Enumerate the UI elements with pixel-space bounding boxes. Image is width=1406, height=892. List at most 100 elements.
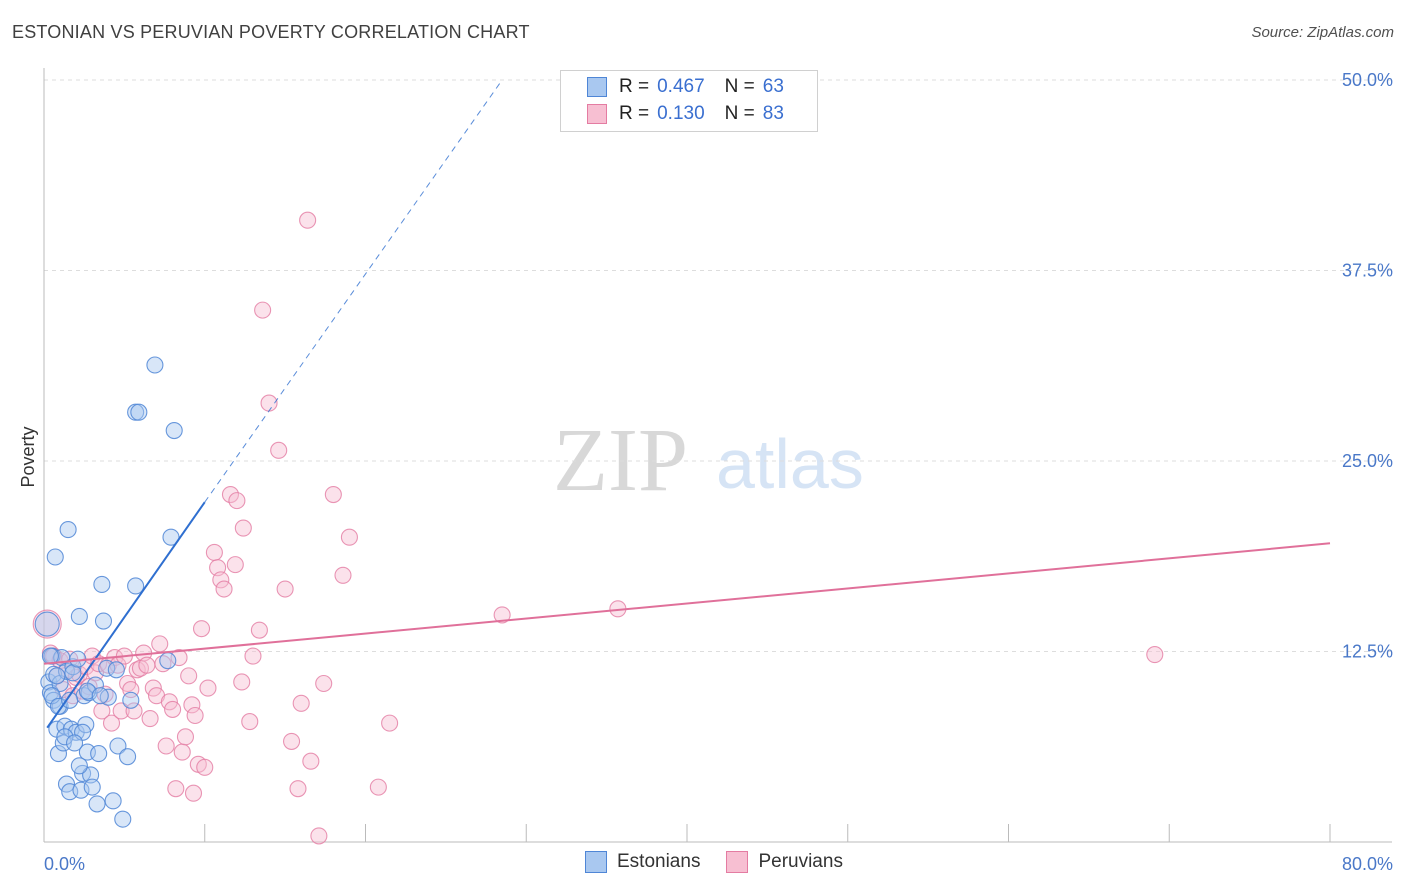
peruvian-point xyxy=(167,780,185,798)
estonian-point xyxy=(162,528,180,546)
peruvian-point xyxy=(324,485,342,504)
peruvian-point xyxy=(334,566,352,584)
estonians-swatch xyxy=(585,851,607,873)
peruvian-point xyxy=(196,758,214,776)
peruvian-point xyxy=(112,702,130,720)
estonian-point xyxy=(94,612,113,630)
watermark-atlas: atlas xyxy=(716,425,864,503)
peruvian-point xyxy=(493,606,511,624)
peruvian-point xyxy=(283,732,301,750)
estonian-point xyxy=(91,687,109,705)
peruvian-point xyxy=(170,649,188,667)
x-tick-label-max: 80.0% xyxy=(1342,854,1393,874)
estonian-point xyxy=(70,607,88,625)
peruvian-point xyxy=(86,664,104,682)
legend-row-estonians: R = 0.467 N = 63 xyxy=(587,74,804,100)
estonian-point xyxy=(90,745,108,763)
peruvian-point xyxy=(233,673,251,691)
estonian-point xyxy=(72,781,90,799)
x-tick-label-min: 0.0% xyxy=(44,854,85,874)
legend-n-value: 63 xyxy=(762,76,784,97)
estonian-point xyxy=(56,728,74,746)
peruvian-point xyxy=(289,780,307,798)
peruvian-point xyxy=(192,620,211,638)
peruvians-swatch xyxy=(726,851,749,873)
legend-r-label: R = xyxy=(619,103,650,124)
estonian-point xyxy=(109,737,127,755)
peruvian-point xyxy=(141,710,159,728)
peruvian-point xyxy=(215,580,233,598)
peruvian-point xyxy=(299,211,317,229)
estonian-point xyxy=(127,577,145,595)
estonians-label: Estonians xyxy=(617,851,701,872)
estonian-point xyxy=(88,795,106,813)
peruvian-trend-line xyxy=(43,542,1331,665)
legend-r-value: 0.467 xyxy=(657,76,705,97)
peruvian-point xyxy=(254,301,272,319)
y-tick-label: 50.0% xyxy=(1342,70,1393,90)
estonian-point xyxy=(93,575,111,593)
estonian-point xyxy=(130,403,148,421)
peruvian-point xyxy=(234,519,252,537)
peruvian-point xyxy=(151,635,169,653)
peruvian-point xyxy=(183,696,201,714)
legend-row-peruvians: R = 0.130 N = 83 xyxy=(587,101,804,127)
peruvian-point xyxy=(157,737,175,755)
estonian-point xyxy=(122,691,140,709)
estonian-point xyxy=(83,778,101,796)
peruvian-point xyxy=(310,827,328,845)
peruvian-point xyxy=(32,609,62,639)
gridlines xyxy=(44,79,1392,652)
peruvian-points xyxy=(32,211,1164,845)
source-label: Source: ZipAtlas.com xyxy=(1251,24,1394,41)
peruvian-point xyxy=(244,647,262,665)
peruvian-point xyxy=(164,700,182,718)
tick-labels: 12.5% 25.0% 37.5% 50.0% 0.0% 80.0% xyxy=(44,70,1393,874)
peruvian-point xyxy=(241,713,259,731)
legend-r-value: 0.130 xyxy=(657,103,705,124)
legend-item-peruvians[interactable]: Peruvians xyxy=(726,851,843,873)
estonian-trend-line xyxy=(46,501,206,729)
peruvian-point xyxy=(173,743,191,761)
peruvian-point xyxy=(250,621,268,639)
peruvian-point xyxy=(228,492,246,510)
estonian-point xyxy=(78,682,96,700)
peruvian-point xyxy=(102,714,121,732)
legend-swatch-estonians xyxy=(587,77,607,97)
peruvian-point xyxy=(315,674,333,693)
y-tick-label: 37.5% xyxy=(1342,261,1393,281)
estonian-point xyxy=(165,421,183,440)
peruvian-point xyxy=(381,714,399,732)
peruvian-point xyxy=(125,702,143,720)
peruvian-point xyxy=(184,784,203,802)
peruvian-point xyxy=(205,543,223,561)
peruvian-point xyxy=(93,702,111,720)
peruvian-point xyxy=(212,571,230,589)
peruvian-point xyxy=(180,667,198,685)
legend-swatch-peruvians xyxy=(587,104,607,124)
estonian-point xyxy=(107,661,125,679)
estonian-point xyxy=(146,356,164,374)
estonian-point xyxy=(49,745,68,763)
estonian-trend-extension xyxy=(204,79,503,503)
y-tick-label: 25.0% xyxy=(1342,451,1393,471)
estonian-point xyxy=(46,548,64,566)
peruvian-point xyxy=(154,655,172,673)
peruvian-point xyxy=(176,728,195,746)
legend-item-estonians[interactable]: Estonians xyxy=(585,851,700,873)
estonian-point xyxy=(43,687,61,705)
peruvian-point xyxy=(138,656,156,674)
legend-r-label: R = xyxy=(619,76,650,97)
peruvian-point xyxy=(270,441,288,459)
series-legend: Estonians Peruvians xyxy=(585,851,869,873)
axes xyxy=(43,68,1392,843)
peruvian-point xyxy=(292,694,310,712)
peruvian-point xyxy=(369,778,387,796)
estonian-points xyxy=(34,356,183,828)
estonian-point xyxy=(104,792,122,810)
peruvian-point xyxy=(276,580,294,598)
estonian-point xyxy=(70,757,88,775)
stats-legend: R = 0.467 N = 63 R = 0.130 N = 83 xyxy=(560,70,818,132)
peruvian-point xyxy=(226,556,244,574)
